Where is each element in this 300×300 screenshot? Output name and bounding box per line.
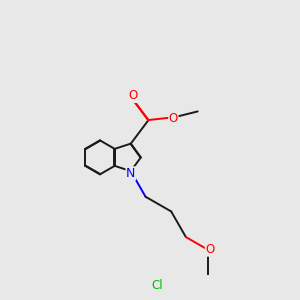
Text: O: O <box>128 89 137 102</box>
Text: O: O <box>169 112 178 125</box>
Text: O: O <box>206 243 215 256</box>
Text: Cl: Cl <box>152 279 163 292</box>
Text: N: N <box>126 167 136 180</box>
